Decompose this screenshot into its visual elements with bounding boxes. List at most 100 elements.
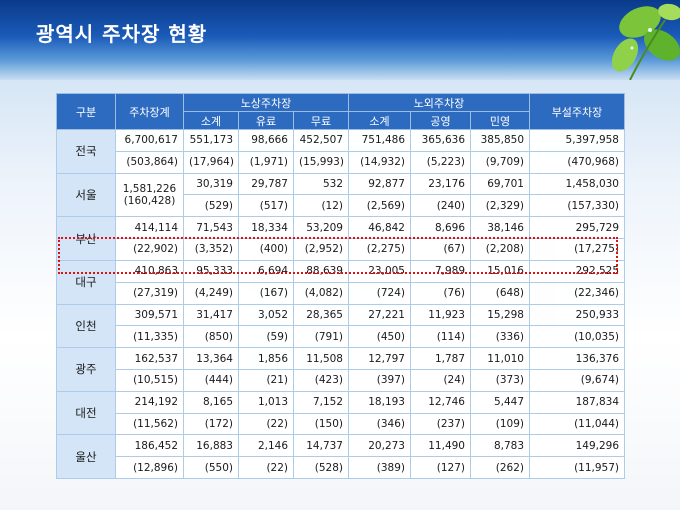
value-cell: (529) (183, 194, 239, 218)
value-cell: 295,729 (529, 216, 625, 240)
value-cell: 551,173 (183, 129, 239, 152)
value-cell: (724) (348, 281, 411, 305)
value-cell: (114) (410, 325, 471, 349)
value-cell: 18,334 (238, 216, 294, 240)
value-cell: (450) (348, 325, 411, 349)
value-cell: (9,709) (470, 150, 530, 174)
value-cell: 31,417 (183, 303, 239, 327)
region-cell: 전국 (56, 129, 116, 174)
value-cell: 28,365 (293, 303, 349, 327)
value-cell: 7,152 (293, 390, 349, 414)
value-cell: (2,952) (293, 238, 349, 261)
value-cell: (17,275) (529, 238, 625, 261)
value-cell: 1,013 (238, 390, 294, 414)
value-cell: (9,674) (529, 368, 625, 392)
value-cell: 29,787 (238, 172, 294, 196)
header-offstreet-public: 공영 (410, 111, 471, 130)
header-offstreet-private: 민영 (470, 111, 530, 130)
table-row: (529) (517) (12) (2,569) (240) (2,329) (… (57, 194, 625, 218)
header-street-paid: 유료 (238, 111, 294, 130)
region-cell: 인천 (56, 303, 116, 349)
value-cell: 365,636 (410, 129, 471, 152)
table-row: 인천 309,571 31,417 3,052 28,365 27,221 11… (56, 303, 625, 349)
value-cell: (550) (183, 456, 239, 479)
value-cell: 214,192 (115, 390, 184, 414)
value-cell: (262) (470, 456, 530, 479)
value-cell: (127) (410, 456, 471, 479)
value-cell: (11,044) (529, 412, 625, 436)
value-cell: 3,052 (238, 303, 294, 327)
value-cell: 30,319 (183, 172, 239, 196)
value-cell: 1,458,030 (529, 172, 625, 196)
value-cell: 5,447 (470, 390, 530, 414)
value-cell: (22) (238, 412, 294, 436)
value-cell: 136,376 (529, 347, 625, 370)
value-cell: 7,989 (410, 259, 471, 283)
value-cell: (373) (470, 368, 530, 392)
value-cell: (10,035) (529, 325, 625, 349)
value-cell: 149,296 (529, 434, 625, 458)
value-cell: 309,571 (115, 303, 184, 327)
value-cell: (76) (410, 281, 471, 305)
value-cell: (648) (470, 281, 530, 305)
value-cell: (11,562) (115, 412, 184, 436)
value-cell: (850) (183, 325, 239, 349)
table-row: (11,335) (850) (59) (791) (450) (114) (3… (57, 325, 625, 349)
value-cell: (336) (470, 325, 530, 349)
value-cell: (4,082) (293, 281, 349, 305)
region-cell: 대전 (56, 390, 116, 436)
header-street-subtotal: 소계 (183, 111, 239, 130)
value-cell: 69,701 (470, 172, 530, 196)
value-cell: (397) (348, 368, 411, 392)
parking-table: 구분 주차장계 노상주차장 노외주차장 부설주차장 소계 유료 무료 소계 공영… (56, 93, 625, 479)
value-cell: (10,515) (115, 368, 184, 392)
table-row: 서울 1,581,226 (160,428) 30,319 29,787 532… (56, 172, 625, 218)
value-cell: (172) (183, 412, 239, 436)
value-cell: 12,797 (348, 347, 411, 370)
value-cell: (14,932) (348, 150, 411, 174)
value-cell: 8,165 (183, 390, 239, 414)
table-row: (10,515) (444) (21) (423) (397) (24) (37… (57, 368, 625, 392)
value-cell: (59) (238, 325, 294, 349)
table-row: (27,319) (4,249) (167) (4,082) (724) (76… (57, 281, 625, 305)
value-cell: 6,694 (238, 259, 294, 283)
header-street-free: 무료 (293, 111, 349, 130)
value-cell: 38,146 (470, 216, 530, 240)
value-cell: (22,346) (529, 281, 625, 305)
value-cell: (791) (293, 325, 349, 349)
value-cell: 8,696 (410, 216, 471, 240)
value-cell: (27,319) (115, 281, 184, 305)
value-cell: 186,452 (115, 434, 184, 458)
header-total: 주차장계 (115, 93, 184, 130)
value-cell: 6,700,617 (115, 129, 184, 152)
slide-title: 광역시 주차장 현황 (36, 22, 208, 46)
table-row: 울산 186,452 16,883 2,146 14,737 20,273 11… (56, 434, 625, 479)
value-cell: (1,971) (238, 150, 294, 174)
value-cell: 1,787 (410, 347, 471, 370)
value-cell: 1,856 (238, 347, 294, 370)
value-cell: 27,221 (348, 303, 411, 327)
value-cell: (5,223) (410, 150, 471, 174)
value-cell: (389) (348, 456, 411, 479)
value-cell: 95,333 (183, 259, 239, 283)
value-cell: (2,208) (470, 238, 530, 261)
value-cell: (2,569) (348, 194, 411, 218)
value-cell: (4,249) (183, 281, 239, 305)
table-row: 전국 6,700,617 551,173 98,666 452,507 751,… (56, 129, 625, 174)
value-cell: 88,639 (293, 259, 349, 283)
value-cell: (2,275) (348, 238, 411, 261)
value-cell: (109) (470, 412, 530, 436)
seoul-total-cell: 1,581,226 (160,428) (115, 172, 184, 218)
value-cell: 71,543 (183, 216, 239, 240)
table-row: 부산 414,114 71,543 18,334 53,209 46,842 8… (56, 216, 625, 261)
value-cell: (12) (293, 194, 349, 218)
value-cell: 15,298 (470, 303, 530, 327)
value-cell: 11,508 (293, 347, 349, 370)
value-cell: (240) (410, 194, 471, 218)
value-cell: (470,968) (529, 150, 625, 174)
value-cell: (150) (293, 412, 349, 436)
value-cell: (3,352) (183, 238, 239, 261)
value-cell: (400) (238, 238, 294, 261)
value-cell: (11,335) (115, 325, 184, 349)
value-cell: (17,964) (183, 150, 239, 174)
